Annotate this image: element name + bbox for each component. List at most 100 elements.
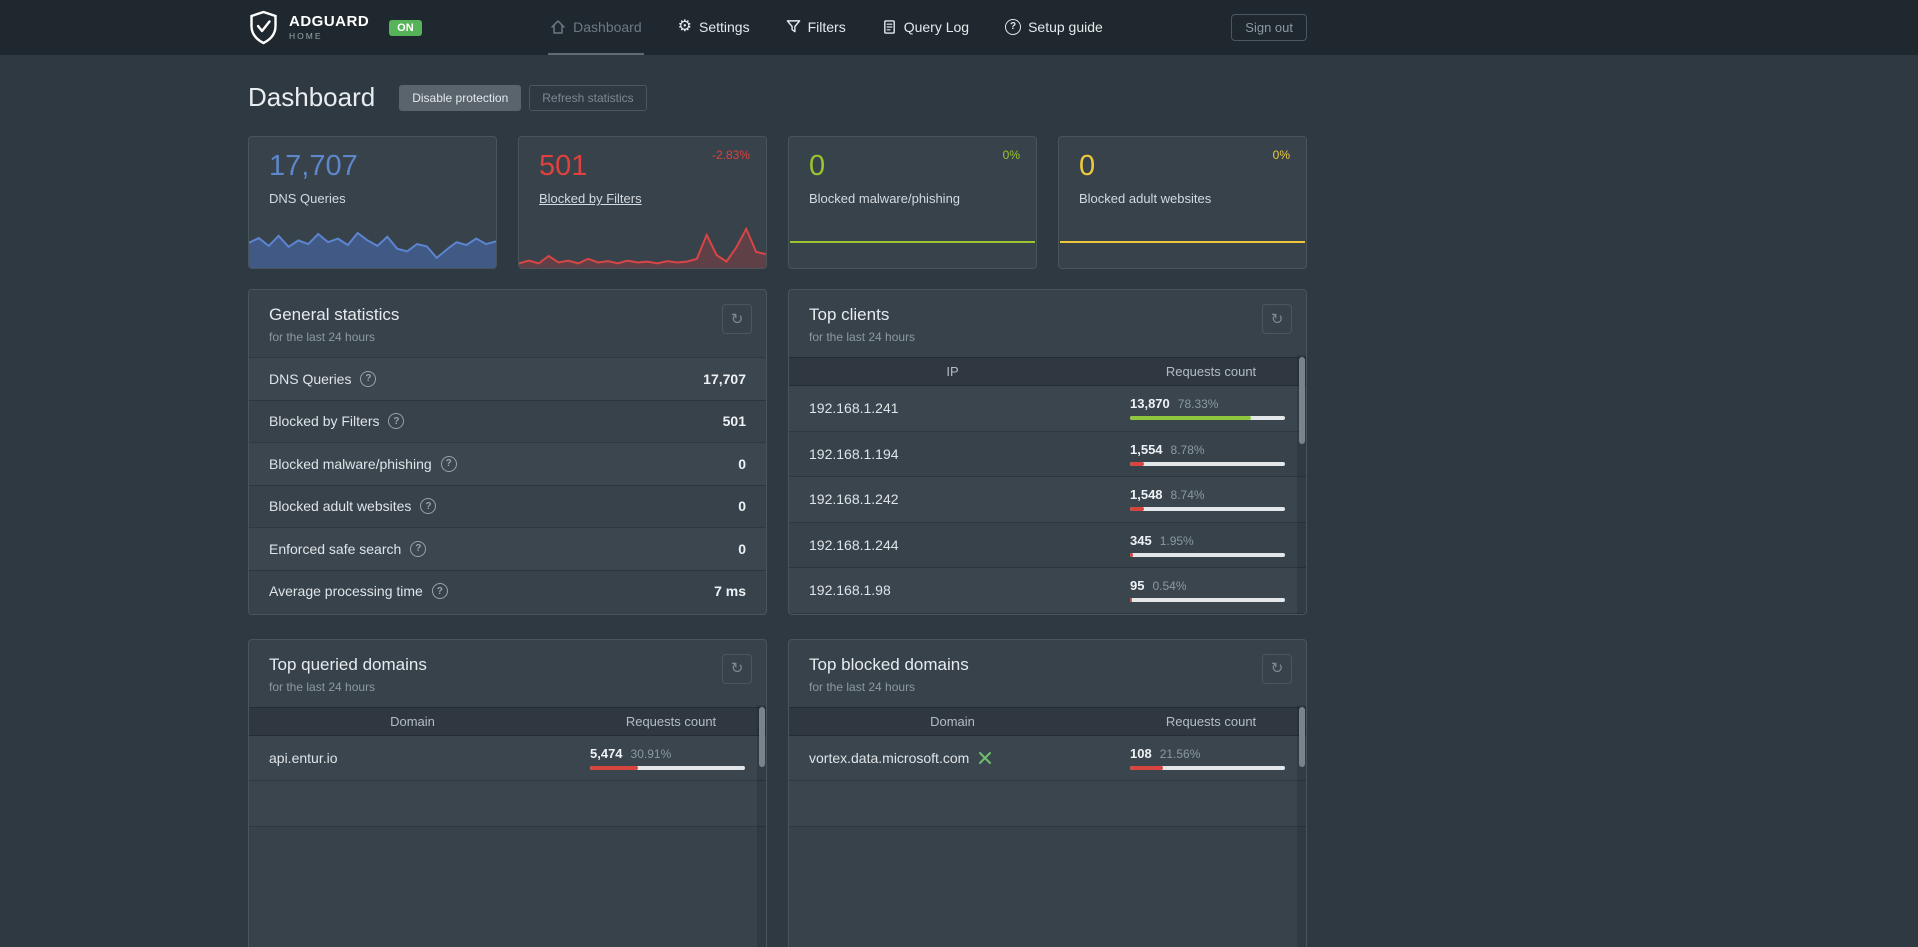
stat-row-value: 0 xyxy=(738,540,746,557)
client-row: 192.168.1.244 345 1.95% xyxy=(789,523,1306,568)
main-nav: Dashboard ⚙ Settings Filters Query Log xyxy=(422,0,1232,55)
help-icon[interactable]: ? xyxy=(360,370,377,387)
nav-item-settings[interactable]: ⚙ Settings xyxy=(676,0,752,55)
domain-action-icon[interactable] xyxy=(977,750,993,766)
main-content: Dashboard Disable protection Refresh sta… xyxy=(248,82,1307,947)
refresh-statistics-button[interactable]: Refresh statistics xyxy=(529,84,647,111)
column-header-requests: Requests count xyxy=(1165,713,1257,729)
nav-label: Query Log xyxy=(903,18,970,35)
scrollbar-track[interactable] xyxy=(757,704,766,947)
domain-row xyxy=(789,781,1306,827)
table-header: Domain Requests count xyxy=(789,706,1306,736)
help-icon[interactable]: ? xyxy=(431,583,448,600)
refresh-button[interactable]: ↻ xyxy=(722,653,752,684)
navbar: ADGUARD HOME ON Dashboard ⚙ Settings Fil… xyxy=(0,0,1918,55)
dns-queries-sparkline xyxy=(249,231,496,268)
stat-row-label: Blocked adult websites xyxy=(269,498,412,515)
progress-bar xyxy=(1130,598,1285,603)
request-count: 13,870 xyxy=(1130,396,1170,412)
help-icon[interactable]: ? xyxy=(388,413,405,430)
request-count: 5,474 xyxy=(590,745,623,761)
page-title: Dashboard xyxy=(248,82,376,112)
stat-row-value: 17,707 xyxy=(703,370,746,387)
nav-item-query-log[interactable]: Query Log xyxy=(880,0,971,55)
query-log-icon xyxy=(883,19,895,34)
brand-home-link[interactable]: ADGUARD HOME ON xyxy=(248,10,422,45)
refresh-icon: ↻ xyxy=(1270,660,1284,677)
top-clients-table: 192.168.1.241 13,870 78.33% 192.168.1.194… xyxy=(789,386,1306,614)
request-percent: 8.74% xyxy=(1170,488,1205,503)
disable-protection-button[interactable]: Disable protection xyxy=(399,84,522,111)
flat-sparkline xyxy=(1060,241,1305,243)
refresh-button[interactable]: ↻ xyxy=(1262,304,1292,334)
help-icon[interactable]: ? xyxy=(410,540,427,557)
request-percent: 21.56% xyxy=(1159,746,1201,761)
stat-card-blocked-malware: 0% 0 Blocked malware/phishing xyxy=(788,136,1037,269)
request-percent: 8.78% xyxy=(1170,442,1205,457)
nav-label: Filters xyxy=(807,18,846,35)
stat-row: Enforced safe search? 0 xyxy=(249,527,766,570)
help-icon[interactable]: ? xyxy=(420,498,437,515)
client-ip: 192.168.1.194 xyxy=(809,445,899,462)
stat-card-dns-queries: 17,707 DNS Queries xyxy=(248,136,497,269)
protection-status-badge: ON xyxy=(389,19,422,36)
nav-label: Setup guide xyxy=(1028,18,1103,35)
scrollbar-thumb[interactable] xyxy=(1298,357,1305,444)
top-clients-panel: Top clients for the last 24 hours ↻ IP R… xyxy=(788,289,1307,615)
stat-label: Blocked malware/phishing xyxy=(809,191,961,206)
bottom-panels-row: Top queried domains for the last 24 hour… xyxy=(248,638,1307,947)
nav-item-filters[interactable]: Filters xyxy=(784,0,848,55)
stat-row: Average processing time? 7 ms xyxy=(249,569,766,613)
stat-row-value: 0 xyxy=(738,498,746,515)
scrollbar-track[interactable] xyxy=(1297,704,1306,947)
brand-subtitle: HOME xyxy=(289,31,323,42)
stat-value: 0 xyxy=(809,150,826,182)
panel-title: Top clients xyxy=(809,305,890,324)
panel-title: General statistics xyxy=(269,305,400,324)
progress-bar xyxy=(1130,461,1285,466)
domain-row: vortex.data.microsoft.com 108 21.56% xyxy=(789,736,1306,781)
panel-subtitle: for the last 24 hours xyxy=(809,679,916,694)
stat-row: Blocked adult websites? 0 xyxy=(249,484,766,528)
scrollbar-track[interactable] xyxy=(1297,355,1306,614)
stat-card-blocked-adult: 0% 0 Blocked adult websites xyxy=(1058,136,1307,269)
sign-out-button[interactable]: Sign out xyxy=(1231,14,1307,41)
scrollbar-thumb[interactable] xyxy=(758,706,765,767)
request-count: 1,548 xyxy=(1130,487,1163,503)
general-statistics-table: DNS Queries? 17,707 Blocked by Filters? … xyxy=(249,357,766,612)
refresh-icon: ↻ xyxy=(730,660,744,677)
stat-value: 501 xyxy=(539,150,588,182)
stat-row-value: 0 xyxy=(738,455,746,472)
adguard-shield-icon xyxy=(250,10,277,45)
table-header: IP Requests count xyxy=(789,357,1306,386)
top-queried-table: api.entur.io 5,474 30.91% xyxy=(249,736,766,827)
domain-name: vortex.data.microsoft.com xyxy=(809,749,970,766)
nav-label: Settings xyxy=(698,18,750,35)
client-ip: 192.168.1.241 xyxy=(809,400,899,417)
stat-row: Blocked by Filters? 501 xyxy=(249,399,766,443)
home-icon xyxy=(551,19,565,34)
nav-item-setup-guide[interactable]: ? Setup guide xyxy=(1003,0,1105,55)
nav-item-dashboard[interactable]: Dashboard xyxy=(548,0,644,55)
nav-label: Dashboard xyxy=(573,18,642,35)
panel-subtitle: for the last 24 hours xyxy=(809,330,916,344)
top-blocked-domains-panel: Top blocked domains for the last 24 hour… xyxy=(788,638,1307,947)
column-header-requests: Requests count xyxy=(625,713,717,729)
general-statistics-panel: General statistics for the last 24 hours… xyxy=(248,289,767,615)
gear-icon: ⚙ xyxy=(677,17,692,35)
request-count: 345 xyxy=(1130,532,1152,548)
trend-value: -2.83% xyxy=(711,148,750,162)
client-row: 192.168.1.194 1,554 8.78% xyxy=(789,432,1306,477)
panel-title: Top blocked domains xyxy=(809,654,969,674)
help-icon[interactable]: ? xyxy=(440,455,457,472)
refresh-button[interactable]: ↻ xyxy=(722,304,752,334)
blocked-by-filters-link[interactable]: Blocked by Filters xyxy=(539,191,642,206)
top-queried-domains-panel: Top queried domains for the last 24 hour… xyxy=(248,638,767,947)
stat-row: DNS Queries? 17,707 xyxy=(249,357,766,400)
stat-row-label: DNS Queries xyxy=(269,370,352,387)
top-blocked-table: vortex.data.microsoft.com 108 21.56% xyxy=(789,736,1306,827)
progress-bar xyxy=(1130,416,1285,421)
panel-subtitle: for the last 24 hours xyxy=(269,330,376,344)
scrollbar-thumb[interactable] xyxy=(1298,706,1305,767)
refresh-button[interactable]: ↻ xyxy=(1262,653,1292,684)
